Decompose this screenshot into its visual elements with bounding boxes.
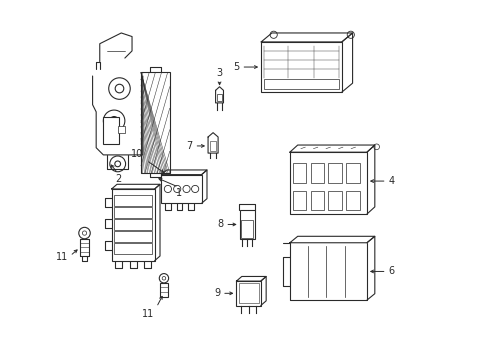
Text: 2: 2 — [116, 174, 122, 184]
Bar — [236, 281, 261, 306]
Circle shape — [347, 31, 354, 39]
Bar — [261, 42, 342, 92]
Circle shape — [110, 117, 119, 125]
Bar — [311, 163, 324, 183]
Bar — [115, 219, 152, 230]
Text: 8: 8 — [218, 220, 223, 229]
Circle shape — [115, 84, 124, 93]
Bar — [210, 141, 216, 151]
Circle shape — [110, 156, 125, 172]
Bar — [115, 195, 152, 206]
Circle shape — [374, 144, 379, 150]
Bar — [346, 191, 360, 211]
Bar — [290, 152, 367, 214]
Bar — [328, 191, 342, 211]
Circle shape — [192, 185, 199, 193]
Circle shape — [103, 110, 125, 132]
Circle shape — [162, 276, 166, 280]
Bar — [160, 283, 168, 297]
Text: 1: 1 — [175, 188, 182, 198]
Bar — [293, 163, 306, 183]
Circle shape — [79, 227, 90, 239]
Text: 6: 6 — [389, 266, 394, 276]
Bar — [115, 231, 152, 242]
Circle shape — [173, 185, 181, 193]
Bar — [240, 210, 255, 239]
Bar — [217, 94, 222, 101]
Circle shape — [82, 231, 87, 235]
Text: 9: 9 — [214, 288, 220, 298]
Text: 7: 7 — [186, 141, 193, 151]
Text: 5: 5 — [233, 62, 240, 72]
Circle shape — [115, 161, 121, 167]
Text: 4: 4 — [389, 176, 394, 186]
Bar — [103, 117, 120, 144]
Bar — [118, 126, 125, 134]
Bar — [311, 191, 324, 211]
Bar — [115, 243, 152, 253]
Text: 11: 11 — [143, 309, 155, 319]
Circle shape — [159, 274, 169, 283]
Bar — [328, 163, 342, 183]
Bar — [115, 207, 152, 218]
Bar — [346, 163, 360, 183]
Circle shape — [109, 78, 130, 99]
Text: 10: 10 — [130, 149, 143, 159]
Bar — [241, 220, 253, 238]
Circle shape — [270, 31, 277, 39]
Bar — [141, 72, 170, 173]
Circle shape — [164, 185, 171, 193]
Bar — [293, 191, 306, 211]
Text: 11: 11 — [56, 252, 68, 262]
Bar — [239, 283, 259, 303]
Bar — [161, 175, 201, 203]
Bar — [112, 189, 155, 261]
Bar — [264, 78, 339, 89]
Circle shape — [183, 185, 190, 193]
Text: 3: 3 — [217, 68, 222, 78]
